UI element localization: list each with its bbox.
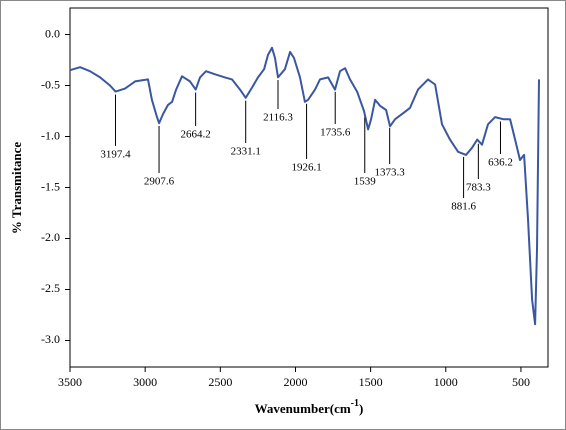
y-tick-label: -2.5 (41, 281, 60, 295)
x-tick-label: 2000 (283, 375, 307, 389)
peak-label: 1373.3 (375, 167, 406, 179)
peak-label: 2331.1 (231, 146, 261, 158)
x-tick-label: 1500 (359, 375, 383, 389)
y-tick-label: -1.0 (41, 128, 60, 142)
y-axis-label: % Transmitance (9, 142, 24, 235)
peak-label: 3197.4 (100, 149, 131, 161)
x-tick-label: 500 (512, 375, 530, 389)
peak-label: 2907.6 (144, 176, 175, 188)
peak-label: 2116.3 (263, 112, 293, 124)
peak-label: 783.3 (466, 182, 491, 194)
peak-label: 1926.1 (291, 162, 321, 174)
peak-label: 636.2 (488, 157, 513, 169)
peak-label: 1539 (354, 176, 377, 188)
y-tick-label: -1.5 (41, 179, 60, 193)
x-axis-label: Wavenumber(cm-1) (255, 398, 364, 416)
peak-label: 881.6 (451, 201, 476, 213)
peak-label: 2664.2 (181, 129, 211, 141)
y-tick-label: 0.0 (45, 26, 60, 40)
y-tick-label: -2.0 (41, 230, 60, 244)
spectrum-line (69, 46, 540, 326)
x-tick-label: 3000 (133, 375, 157, 389)
peak-label: 1735.6 (320, 127, 351, 139)
x-tick-label: 3500 (58, 375, 82, 389)
y-tick-label: -0.5 (41, 77, 60, 91)
x-tick-label: 1000 (434, 375, 458, 389)
y-tick-label: -3.0 (41, 332, 60, 346)
x-tick-label: 2500 (208, 375, 232, 389)
